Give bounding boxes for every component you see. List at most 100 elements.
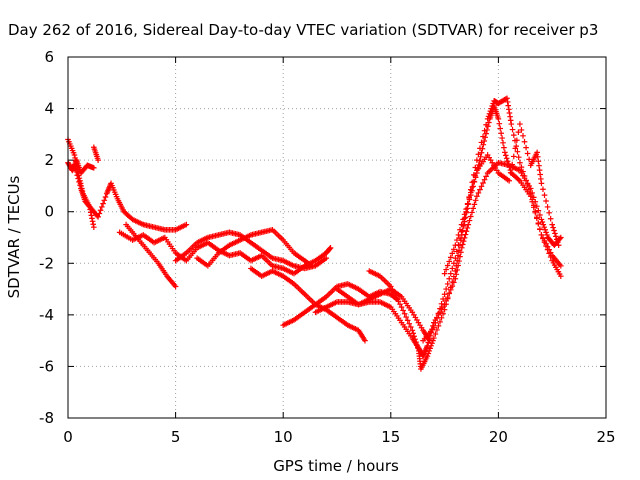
data-point <box>481 127 488 134</box>
x-tick-label: 25 <box>596 428 615 446</box>
data-point <box>547 254 554 260</box>
x-tick-label: 0 <box>63 428 73 446</box>
data-point <box>534 149 540 156</box>
plot-frame <box>67 56 607 419</box>
data-point <box>463 206 469 212</box>
data-point <box>72 165 79 172</box>
data-point <box>434 315 440 321</box>
data-point <box>538 216 545 223</box>
data-point <box>444 281 451 287</box>
data-point <box>486 110 493 117</box>
data-point <box>538 232 545 238</box>
data-point <box>75 175 81 182</box>
data-point <box>451 273 457 280</box>
data-point <box>502 149 508 156</box>
data-point <box>475 190 482 196</box>
data-point <box>524 182 531 188</box>
data-point <box>543 229 549 236</box>
data-point <box>518 164 525 170</box>
data-point <box>429 340 435 347</box>
data-point <box>509 126 516 133</box>
data-point <box>542 226 548 233</box>
data-point <box>410 330 417 337</box>
y-tick-label: -6 <box>39 357 54 375</box>
data-point <box>537 171 544 178</box>
data-point <box>455 232 462 238</box>
data-point <box>510 153 517 160</box>
data-point <box>547 215 554 222</box>
data-point <box>452 268 459 274</box>
data-point <box>71 152 78 158</box>
data-point <box>478 183 485 190</box>
data-point <box>88 212 95 219</box>
data-point <box>401 310 408 317</box>
data-point <box>512 145 519 152</box>
data-point <box>435 310 442 317</box>
data-point <box>543 198 549 204</box>
data-point <box>89 215 95 222</box>
data-point <box>537 226 543 232</box>
data-point <box>540 221 547 228</box>
data-point <box>102 194 109 200</box>
data-point <box>443 286 449 292</box>
data-point <box>397 301 403 307</box>
data-point <box>403 314 409 320</box>
data-point <box>426 348 433 354</box>
data-point <box>506 110 513 116</box>
y-tick-labels: -8 -6 -4 -2 0 2 4 6 <box>39 48 54 427</box>
data-point <box>407 324 414 330</box>
data-point <box>308 263 314 269</box>
data-point <box>526 186 532 193</box>
data-point <box>441 270 448 277</box>
data-point <box>480 133 486 140</box>
data-point <box>460 238 467 244</box>
data-point <box>432 331 439 337</box>
data-point <box>388 283 394 290</box>
data-point <box>459 227 466 234</box>
data-point <box>554 236 560 243</box>
series-13 <box>420 95 564 344</box>
x-tick-label: 15 <box>381 428 400 446</box>
data-point <box>535 207 542 214</box>
data-point <box>541 192 548 198</box>
data-point <box>507 117 514 124</box>
data-point <box>501 144 507 151</box>
data-point <box>432 320 439 326</box>
data-point <box>549 221 555 228</box>
data-point <box>523 177 529 184</box>
y-tick-label: 2 <box>44 151 54 169</box>
data-point <box>446 290 453 296</box>
series-8 <box>248 265 368 344</box>
data-point <box>544 204 551 210</box>
data-point <box>497 125 504 132</box>
data-point <box>510 132 517 138</box>
data-point <box>552 230 558 237</box>
data-point <box>557 235 563 242</box>
data-point <box>489 103 496 109</box>
data-point <box>454 237 460 243</box>
data-point <box>514 148 521 155</box>
data-point <box>451 246 457 253</box>
data-point <box>558 273 564 279</box>
data-point <box>400 307 406 314</box>
data-point <box>440 296 446 302</box>
x-tick-labels: 0 5 10 15 20 25 <box>63 428 615 446</box>
data-point <box>537 212 543 218</box>
y-tick-label: 0 <box>44 203 54 221</box>
data-point <box>544 232 550 238</box>
data-point <box>538 180 545 187</box>
data-point <box>500 140 506 146</box>
data-point <box>457 235 463 242</box>
data-point <box>91 165 97 171</box>
data-point <box>395 298 402 305</box>
y-tick-label: 6 <box>44 48 54 66</box>
data-point <box>455 252 461 259</box>
data-point <box>506 106 512 113</box>
data-point <box>394 295 400 302</box>
data-point <box>515 176 522 183</box>
series-14 <box>441 121 562 277</box>
data-point <box>538 176 544 182</box>
data-point <box>95 214 101 220</box>
data-point <box>474 193 480 200</box>
data-point <box>446 258 453 265</box>
